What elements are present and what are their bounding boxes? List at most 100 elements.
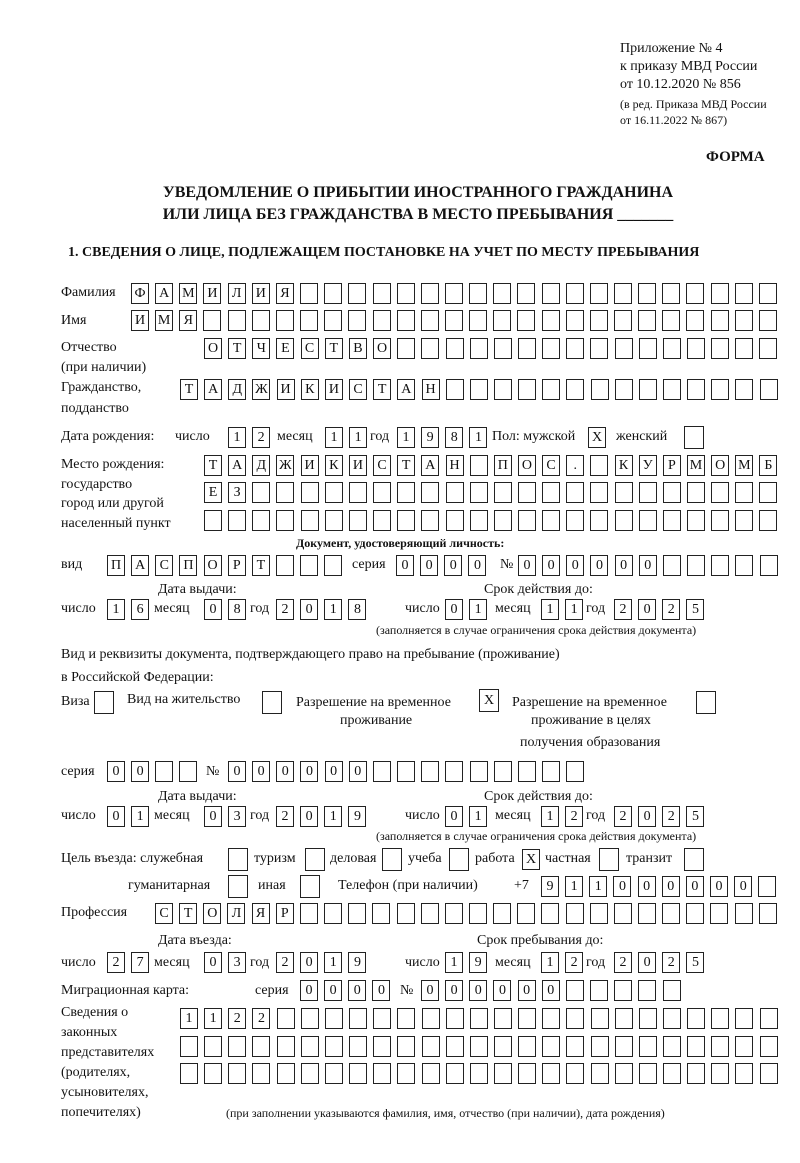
char-cell[interactable] (614, 379, 633, 400)
char-cell[interactable] (711, 338, 730, 359)
char-cell[interactable] (517, 510, 536, 531)
char-cell[interactable]: 0 (613, 876, 632, 897)
char-cell[interactable]: 2 (252, 427, 271, 448)
char-cell[interactable]: 0 (300, 952, 319, 973)
char-cell[interactable] (566, 761, 585, 782)
char-cell[interactable] (300, 482, 319, 503)
char-cell[interactable]: А (228, 455, 247, 476)
char-cell[interactable] (469, 482, 488, 503)
char-cell[interactable]: 0 (445, 599, 463, 620)
char-cell[interactable] (710, 283, 729, 304)
char-cell[interactable]: П (107, 555, 125, 576)
char-cell[interactable] (300, 1063, 319, 1084)
char-cell[interactable] (324, 510, 343, 531)
char-cell[interactable] (396, 283, 415, 304)
char-cell[interactable] (396, 310, 415, 331)
char-cell[interactable] (324, 1036, 343, 1057)
char-cell[interactable] (662, 903, 681, 924)
char-cell[interactable]: О (517, 455, 536, 476)
char-cell[interactable] (614, 1036, 633, 1057)
char-cell[interactable] (687, 510, 705, 531)
char-cell[interactable]: 5 (686, 952, 705, 973)
char-cell[interactable]: 2 (662, 952, 681, 973)
char-cell[interactable] (759, 555, 778, 576)
char-cell[interactable]: 0 (445, 980, 464, 1001)
char-cell[interactable] (663, 1008, 681, 1029)
char-cell[interactable] (493, 1008, 512, 1029)
char-cell[interactable] (180, 1036, 198, 1057)
char-cell[interactable] (759, 1008, 778, 1029)
char-cell[interactable]: 2 (252, 1008, 271, 1029)
char-cell[interactable]: 0 (590, 555, 609, 576)
char-cell[interactable]: И (348, 455, 367, 476)
char-cell[interactable]: Р (275, 903, 294, 924)
char-cell[interactable]: М (687, 455, 705, 476)
char-cell[interactable] (493, 1036, 512, 1057)
char-cell[interactable] (541, 283, 560, 304)
char-cell[interactable] (735, 1008, 754, 1029)
char-cell[interactable]: И (276, 379, 295, 400)
char-cell[interactable] (686, 283, 705, 304)
char-cell[interactable] (758, 283, 777, 304)
char-cell[interactable] (590, 1063, 609, 1084)
char-cell[interactable] (493, 482, 512, 503)
char-cell[interactable]: 1 (349, 427, 368, 448)
char-cell[interactable]: 9 (421, 427, 440, 448)
char-cell[interactable]: 9 (348, 806, 367, 827)
char-cell[interactable]: О (204, 338, 222, 359)
char-cell[interactable] (228, 848, 248, 871)
char-cell[interactable] (276, 555, 295, 576)
char-cell[interactable] (590, 1036, 609, 1057)
char-cell[interactable] (517, 338, 536, 359)
char-cell[interactable] (517, 283, 536, 304)
char-cell[interactable]: И (300, 455, 319, 476)
char-cell[interactable] (614, 482, 633, 503)
char-cell[interactable] (662, 555, 681, 576)
char-cell[interactable] (397, 1063, 416, 1084)
char-cell[interactable]: 0 (204, 599, 222, 620)
char-cell[interactable]: О (373, 338, 392, 359)
char-cell[interactable] (299, 903, 318, 924)
char-cell[interactable] (638, 980, 657, 1001)
char-cell[interactable]: 1 (180, 1008, 198, 1029)
char-cell[interactable]: 9 (541, 876, 559, 897)
char-cell[interactable] (179, 761, 198, 782)
char-cell[interactable]: 0 (300, 806, 319, 827)
char-cell[interactable] (663, 1063, 681, 1084)
char-cell[interactable]: Д (228, 379, 247, 400)
char-cell[interactable]: 0 (348, 761, 367, 782)
char-cell[interactable] (565, 903, 584, 924)
char-cell[interactable] (541, 761, 560, 782)
char-cell[interactable] (590, 455, 609, 476)
char-cell[interactable]: К (614, 455, 633, 476)
char-cell[interactable] (687, 482, 705, 503)
char-cell[interactable]: А (397, 379, 416, 400)
char-cell[interactable]: П (493, 455, 512, 476)
char-cell[interactable]: Н (421, 379, 440, 400)
char-cell[interactable] (711, 482, 730, 503)
char-cell[interactable] (469, 761, 488, 782)
char-cell[interactable] (735, 510, 754, 531)
char-cell[interactable] (542, 1036, 561, 1057)
char-cell[interactable] (397, 761, 416, 782)
char-cell[interactable] (735, 555, 754, 576)
char-cell[interactable]: 0 (468, 555, 487, 576)
char-cell[interactable] (687, 555, 706, 576)
char-cell[interactable] (590, 510, 609, 531)
char-cell[interactable] (469, 379, 488, 400)
char-cell[interactable] (324, 310, 343, 331)
char-cell[interactable] (687, 1063, 706, 1084)
char-cell[interactable]: 3 (228, 806, 247, 827)
char-cell[interactable] (662, 980, 681, 1001)
char-cell[interactable] (759, 510, 778, 531)
char-cell[interactable] (382, 848, 402, 871)
char-cell[interactable] (397, 338, 416, 359)
char-cell[interactable] (469, 455, 488, 476)
char-cell[interactable] (373, 1036, 392, 1057)
char-cell[interactable] (518, 1008, 537, 1029)
char-cell[interactable] (638, 903, 656, 924)
char-cell[interactable]: З (228, 482, 247, 503)
char-cell[interactable] (759, 379, 778, 400)
char-cell[interactable]: О (203, 903, 222, 924)
char-cell[interactable]: 9 (348, 952, 367, 973)
